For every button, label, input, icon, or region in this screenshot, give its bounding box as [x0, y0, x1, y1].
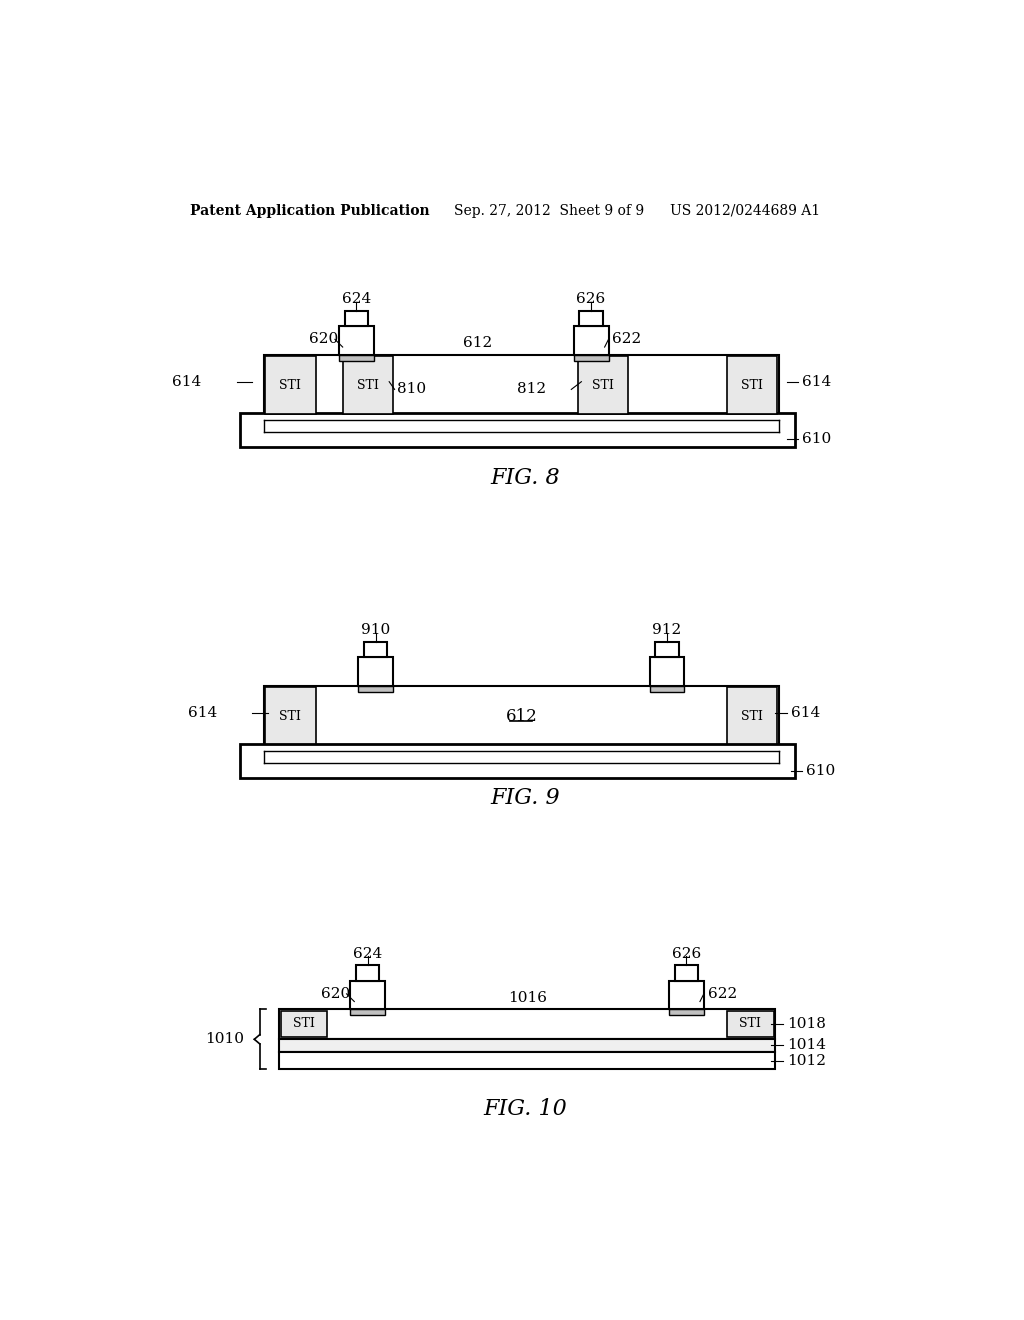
Text: US 2012/0244689 A1: US 2012/0244689 A1: [671, 203, 820, 218]
Bar: [280, 1039, 775, 1052]
Bar: [350, 981, 385, 1010]
Bar: [675, 965, 698, 981]
Bar: [669, 981, 703, 1010]
Text: 614: 614: [802, 375, 831, 388]
Bar: [280, 1010, 775, 1039]
Bar: [358, 657, 393, 686]
Text: 1016: 1016: [508, 991, 547, 1005]
Text: FIG. 9: FIG. 9: [490, 787, 559, 808]
Bar: [727, 1011, 773, 1038]
Text: Patent Application Publication: Patent Application Publication: [190, 203, 430, 218]
Bar: [339, 326, 374, 355]
Bar: [727, 356, 777, 414]
Text: 612: 612: [463, 337, 493, 350]
Text: FIG. 8: FIG. 8: [490, 467, 559, 488]
Bar: [339, 355, 374, 360]
Text: 1012: 1012: [786, 1053, 825, 1068]
Text: 610: 610: [806, 763, 836, 777]
Bar: [241, 743, 795, 779]
Text: 612: 612: [506, 708, 538, 725]
Text: 614: 614: [187, 706, 217, 719]
Text: 810: 810: [397, 383, 426, 396]
Text: 620: 620: [309, 333, 339, 346]
Bar: [241, 413, 795, 447]
Text: Sep. 27, 2012  Sheet 9 of 9: Sep. 27, 2012 Sheet 9 of 9: [454, 203, 644, 218]
Bar: [364, 642, 387, 657]
Text: STI: STI: [280, 379, 301, 392]
Text: STI: STI: [741, 379, 763, 392]
Text: STI: STI: [293, 1018, 314, 1031]
Text: STI: STI: [592, 379, 613, 392]
Bar: [578, 356, 628, 414]
Bar: [356, 965, 380, 981]
Text: 624: 624: [342, 292, 371, 306]
Text: STI: STI: [739, 1018, 761, 1031]
Bar: [655, 642, 679, 657]
Bar: [649, 657, 684, 686]
Bar: [263, 686, 779, 747]
Text: 812: 812: [517, 383, 547, 396]
Bar: [345, 312, 368, 326]
Bar: [265, 356, 315, 414]
Bar: [280, 1052, 775, 1069]
Bar: [265, 688, 315, 744]
Text: STI: STI: [357, 379, 379, 392]
Text: 622: 622: [708, 987, 737, 1001]
Bar: [350, 1010, 385, 1015]
Bar: [669, 1010, 703, 1015]
Text: 1018: 1018: [786, 1016, 825, 1031]
Text: 910: 910: [361, 623, 390, 638]
Text: STI: STI: [280, 710, 301, 723]
Text: 1010: 1010: [206, 1032, 245, 1047]
Text: STI: STI: [741, 710, 763, 723]
Bar: [727, 688, 777, 744]
Bar: [573, 326, 608, 355]
Bar: [649, 686, 684, 692]
Bar: [281, 1011, 328, 1038]
Text: 626: 626: [672, 946, 701, 961]
Text: 626: 626: [577, 292, 605, 306]
Bar: [358, 686, 393, 692]
Text: FIG. 10: FIG. 10: [483, 1098, 566, 1121]
Bar: [580, 312, 603, 326]
Text: 624: 624: [353, 946, 383, 961]
Text: 614: 614: [791, 706, 820, 719]
Text: 912: 912: [652, 623, 682, 638]
Text: 622: 622: [612, 333, 642, 346]
Bar: [343, 356, 393, 414]
Text: 614: 614: [172, 375, 202, 388]
Bar: [573, 355, 608, 360]
Bar: [263, 355, 779, 416]
Text: 1014: 1014: [786, 1039, 825, 1052]
Text: 610: 610: [802, 433, 831, 446]
Text: 620: 620: [321, 987, 350, 1001]
